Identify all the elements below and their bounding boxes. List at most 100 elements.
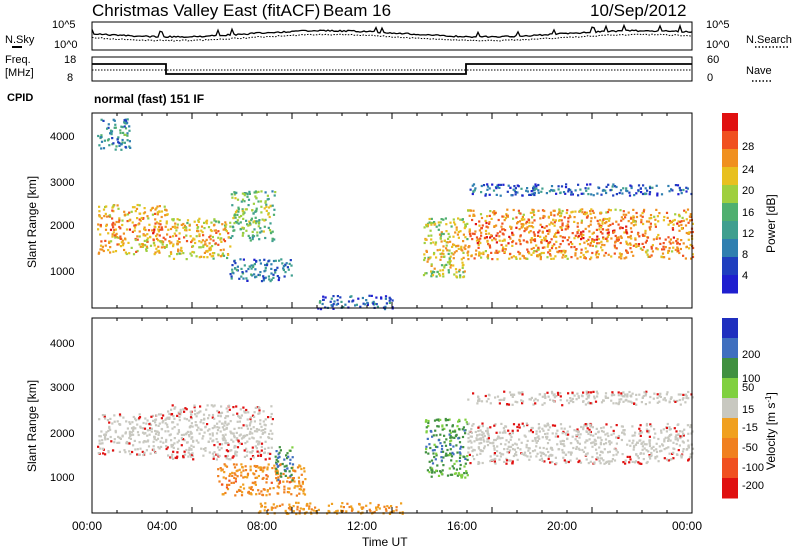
power-cell xyxy=(222,248,225,251)
power-cell xyxy=(183,224,186,227)
velocity-cell xyxy=(262,410,265,413)
power-cell xyxy=(112,221,115,224)
power-cell xyxy=(628,194,632,197)
velocity-cell xyxy=(270,481,273,484)
power-cell xyxy=(484,236,487,239)
velocity-cell xyxy=(681,398,684,401)
velocity-cell xyxy=(592,441,595,444)
velocity-cell xyxy=(293,480,296,483)
power-cell xyxy=(166,213,169,216)
velocity-cell xyxy=(260,429,263,432)
velocity-cell xyxy=(453,436,456,439)
velocity-cell xyxy=(575,398,578,401)
velocity-cell xyxy=(677,433,680,436)
power-cell xyxy=(427,256,430,259)
power-cell xyxy=(498,250,501,253)
power-cell xyxy=(425,272,428,275)
power-cell xyxy=(455,250,458,253)
power-cell xyxy=(254,268,257,271)
power-cell xyxy=(497,218,500,222)
power-cell xyxy=(487,254,490,257)
power-cell xyxy=(469,235,472,238)
power-cell xyxy=(165,244,168,247)
velocity-cell xyxy=(633,402,636,405)
power-cell xyxy=(193,220,196,223)
power-cell xyxy=(170,252,173,255)
velocity-cell xyxy=(481,425,484,428)
velocity-cell xyxy=(451,473,454,476)
power-cell xyxy=(566,239,569,242)
velocity-cell xyxy=(232,413,235,416)
freq-tick-bottom: 8 xyxy=(67,72,73,84)
power-cell xyxy=(457,247,460,250)
velocity-cell xyxy=(541,395,544,398)
power-cell xyxy=(431,274,435,277)
velocity-cell xyxy=(599,443,602,446)
power-cell xyxy=(445,223,448,226)
power-cell xyxy=(431,270,434,273)
velocity-cell xyxy=(591,441,594,444)
velocity-cell xyxy=(215,432,219,435)
power-cell xyxy=(509,186,512,189)
power-cell xyxy=(567,220,570,223)
velocity-cell xyxy=(199,428,202,431)
velocity-cell xyxy=(207,440,210,443)
velocity-cell xyxy=(238,468,241,471)
velocity-cell xyxy=(170,439,173,442)
power-cell xyxy=(143,239,146,242)
power-cell xyxy=(657,233,660,237)
velocity-cell xyxy=(228,408,231,411)
velocity-cell xyxy=(239,416,242,420)
velocity-cell xyxy=(206,404,209,407)
velocity-cell xyxy=(652,397,655,400)
power-cell xyxy=(237,210,240,213)
velocity-cell xyxy=(188,435,191,438)
power-cell xyxy=(198,217,201,220)
power-cell xyxy=(532,238,535,241)
power-cell xyxy=(388,299,391,302)
velocity-cell xyxy=(231,456,234,459)
power-cell xyxy=(560,226,563,230)
power-cell xyxy=(520,226,523,229)
velocity-cell xyxy=(589,460,592,463)
power-cell xyxy=(169,251,173,254)
velocity-cell xyxy=(669,397,672,400)
power-cell xyxy=(606,218,609,221)
velocity-cell xyxy=(546,422,549,425)
power-cell xyxy=(238,216,241,219)
velocity-cell xyxy=(118,413,122,416)
power-cell xyxy=(580,231,583,234)
velocity-cell xyxy=(101,414,104,417)
power-cell xyxy=(370,294,373,297)
power-cell xyxy=(478,253,481,256)
velocity-cell xyxy=(266,468,269,471)
power-cell xyxy=(221,254,224,257)
velocity-cell xyxy=(190,437,193,440)
power-cell xyxy=(266,262,269,265)
power-cell xyxy=(116,138,119,141)
power-cell xyxy=(233,193,236,196)
power-cell xyxy=(120,241,123,244)
power-cell xyxy=(545,239,548,243)
velocity-cell xyxy=(99,447,102,450)
velocity-cell xyxy=(217,475,220,478)
power-cell xyxy=(613,185,617,188)
power-cell xyxy=(685,186,688,189)
power-cell xyxy=(530,247,533,251)
power-cell xyxy=(629,247,632,250)
velocity-cell xyxy=(588,394,591,397)
power-cell xyxy=(642,222,645,226)
power-cell xyxy=(226,256,229,260)
power-cell xyxy=(630,186,633,190)
velocity-cell xyxy=(431,462,435,465)
velocity-cell xyxy=(236,475,239,478)
velocity-cell xyxy=(303,493,307,496)
power-cell xyxy=(182,252,185,255)
velocity-cell xyxy=(199,410,202,413)
velocity-cell xyxy=(672,451,675,454)
power-cbtick-24: 24 xyxy=(742,164,754,176)
velocity-cell xyxy=(470,431,473,434)
velocity-cell xyxy=(528,447,531,450)
velocity-cell xyxy=(615,424,618,427)
velocity-cell xyxy=(689,455,692,458)
